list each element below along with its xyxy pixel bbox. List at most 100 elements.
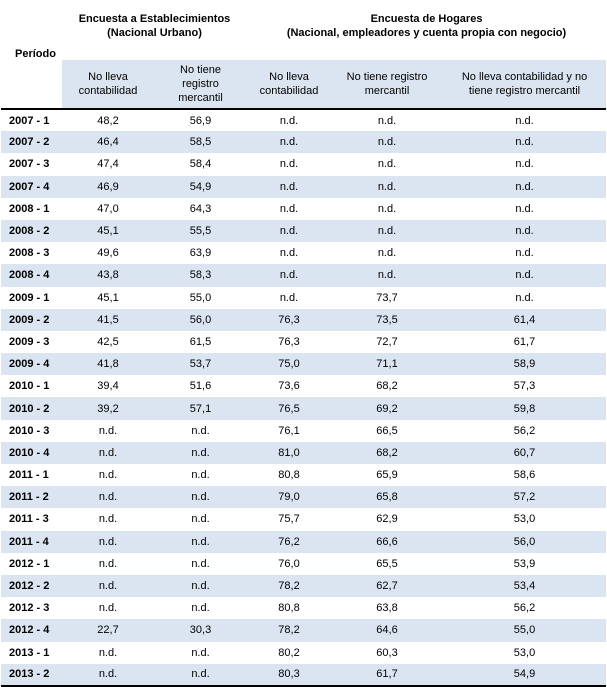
period-cell: 2008 - 2 — [1, 219, 62, 243]
col-header-hh-no-accounting-no-registry: No lleva contabilidad y no tiene registr… — [443, 60, 607, 110]
period-cell: 2008 - 4 — [1, 264, 62, 287]
hh-no-accounting-no-registry-cell: n.d. — [515, 202, 534, 215]
est-no-accounting-cell: 41,5 — [62, 308, 154, 331]
hh-no-accounting-no-registry-cell: n.d. — [515, 158, 534, 171]
col-header-hh-no-registry: No tiene registro mercantil — [331, 60, 443, 110]
hh-no-accounting-cell: n.d. — [247, 219, 331, 243]
hh-no-accounting-cell: n.d. — [279, 114, 299, 127]
households-survey-scope: (Nacional, empleadores y cuenta propia c… — [286, 27, 567, 39]
est-no-accounting-cell: n.d. — [98, 557, 118, 570]
hh-no-accounting-no-registry-cell: n.d. — [443, 175, 607, 198]
hh-no-accounting-no-registry-cell: 53,0 — [513, 646, 536, 659]
est-no-registry-cell: n.d. — [191, 646, 210, 659]
period-cell: 2009 - 2 — [1, 308, 62, 331]
hh-no-accounting-no-registry-cell: 53,4 — [443, 574, 607, 598]
hh-no-accounting-no-registry-cell: 57,3 — [513, 380, 536, 393]
hh-no-registry-cell: n.d. — [377, 202, 397, 215]
table-row: 2013 - 1 n.d. n.d. 80,2 60,3 53,0 — [1, 642, 606, 664]
table-row: 2009 - 1 45,1 55,0 n.d. 73,7 n.d. — [1, 287, 606, 309]
est-no-registry-cell: n.d. — [191, 469, 210, 482]
hh-no-accounting-no-registry-cell: 55,0 — [443, 619, 607, 642]
est-no-registry-cell: 63,9 — [189, 247, 212, 260]
hh-no-registry-cell: 65,5 — [376, 557, 398, 570]
hh-no-accounting-cell: 73,6 — [278, 380, 300, 393]
table-row: 2010 - 4 n.d. n.d. 81,0 68,2 60,7 — [1, 441, 607, 464]
hh-no-accounting-cell: n.d. — [279, 202, 299, 215]
hh-no-registry-cell: n.d. — [331, 264, 443, 287]
table-row: 2008 - 2 45,1 55,5 n.d. n.d. n.d. — [1, 219, 607, 243]
est-no-accounting-cell: 39,4 — [97, 380, 119, 393]
table-row: 2011 - 1 n.d. n.d. 80,8 65,9 58,6 — [1, 464, 606, 486]
establishments-survey-title: Encuesta a Establecimientos — [78, 13, 231, 25]
col-header-line: No lleva — [88, 71, 128, 83]
hh-no-accounting-no-registry-cell: 56,2 — [513, 602, 536, 615]
est-no-accounting-cell: n.d. — [62, 486, 154, 509]
hh-no-registry-cell: n.d. — [331, 219, 443, 243]
est-no-accounting-cell: 47,0 — [97, 202, 119, 215]
period-cell: 2011 - 3 — [9, 513, 49, 526]
est-no-registry-cell: n.d. — [154, 530, 247, 553]
hh-no-accounting-no-registry-cell: n.d. — [515, 114, 534, 127]
est-no-accounting-cell: 22,7 — [62, 619, 154, 642]
est-no-accounting-cell: 43,8 — [62, 264, 154, 287]
hh-no-registry-cell: 64,6 — [331, 619, 443, 642]
table-row: 2008 - 3 49,6 63,9 n.d. n.d. n.d. — [1, 242, 606, 264]
est-no-registry-cell: n.d. — [154, 574, 247, 598]
est-no-registry-cell: 58,5 — [154, 131, 247, 154]
hh-no-accounting-cell: n.d. — [279, 158, 299, 171]
hh-no-accounting-cell: 79,0 — [247, 486, 331, 509]
hh-no-accounting-cell: 76,5 — [247, 397, 331, 420]
hh-no-registry-cell: 68,2 — [376, 380, 398, 393]
hh-no-registry-cell: 72,7 — [376, 335, 398, 348]
period-cell: 2010 - 1 — [9, 380, 50, 393]
est-no-registry-cell: n.d. — [191, 424, 210, 437]
col-header-line: tiene registro mercantil — [468, 85, 581, 97]
period-header: Período — [1, 0, 62, 110]
col-header-line: contabilidad — [259, 85, 319, 97]
est-no-registry-cell: 57,1 — [154, 397, 247, 420]
table-row: 2007 - 1 48,2 56,9 n.d. n.d. n.d. — [1, 109, 606, 131]
hh-no-registry-cell: 63,8 — [376, 602, 398, 615]
period-cell: 2008 - 3 — [9, 247, 50, 260]
hh-no-accounting-cell: 76,2 — [247, 530, 331, 553]
est-no-registry-cell: n.d. — [154, 441, 247, 464]
hh-no-accounting-cell: 80,2 — [278, 646, 300, 659]
hh-no-accounting-no-registry-cell: 54,9 — [443, 663, 607, 687]
est-no-registry-cell: 61,5 — [189, 335, 212, 348]
hh-no-registry-cell: 60,3 — [376, 646, 398, 659]
est-no-registry-cell: 58,4 — [189, 158, 212, 171]
period-cell: 2007 - 3 — [9, 158, 50, 171]
hh-no-accounting-no-registry-cell: n.d. — [515, 291, 534, 304]
hh-no-registry-cell: 73,5 — [331, 308, 443, 331]
col-header-line: mercantil — [364, 85, 410, 97]
col-header-line: No lleva — [269, 71, 309, 83]
period-cell: 2009 - 4 — [1, 353, 62, 376]
hh-no-registry-cell: 68,2 — [331, 441, 443, 464]
hh-no-accounting-no-registry-cell: 59,8 — [443, 397, 607, 420]
hh-no-accounting-cell: 78,2 — [247, 619, 331, 642]
table-row: 2010 - 3 n.d. n.d. 76,1 66,5 56,2 — [1, 420, 606, 442]
period-cell: 2011 - 4 — [1, 530, 62, 553]
period-cell: 2010 - 2 — [1, 397, 62, 420]
hh-no-accounting-cell: 75,0 — [247, 353, 331, 376]
est-no-registry-cell: 30,3 — [154, 619, 247, 642]
hh-no-accounting-cell: 80,8 — [278, 602, 300, 615]
hh-no-accounting-cell: 80,8 — [278, 469, 300, 482]
period-cell: 2007 - 2 — [1, 131, 62, 154]
est-no-accounting-cell: 48,2 — [97, 114, 119, 127]
table-row: 2009 - 2 41,5 56,0 76,3 73,5 61,4 — [1, 308, 607, 331]
table-row: 2010 - 2 39,2 57,1 76,5 69,2 59,8 — [1, 397, 607, 420]
hh-no-accounting-no-registry-cell: 53,9 — [513, 557, 536, 570]
hh-no-registry-cell: 66,6 — [331, 530, 443, 553]
hh-no-accounting-cell: n.d. — [247, 175, 331, 198]
hh-no-accounting-no-registry-cell: 56,2 — [513, 424, 536, 437]
est-no-accounting-cell: 46,9 — [62, 175, 154, 198]
period-cell: 2011 - 1 — [9, 469, 49, 482]
table-row: 2011 - 4 n.d. n.d. 76,2 66,6 56,0 — [1, 530, 607, 553]
table-row: 2008 - 1 47,0 64,3 n.d. n.d. n.d. — [1, 198, 606, 220]
est-no-accounting-cell: n.d. — [98, 513, 118, 526]
est-no-registry-cell: n.d. — [191, 602, 210, 615]
est-no-registry-cell: 56,9 — [189, 114, 212, 127]
period-cell: 2013 - 2 — [1, 663, 62, 687]
hh-no-accounting-no-registry-cell: 53,0 — [513, 513, 536, 526]
